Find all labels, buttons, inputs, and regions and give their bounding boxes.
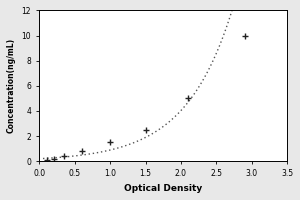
Y-axis label: Concentration(ng/mL): Concentration(ng/mL) [7,38,16,133]
X-axis label: Optical Density: Optical Density [124,184,202,193]
